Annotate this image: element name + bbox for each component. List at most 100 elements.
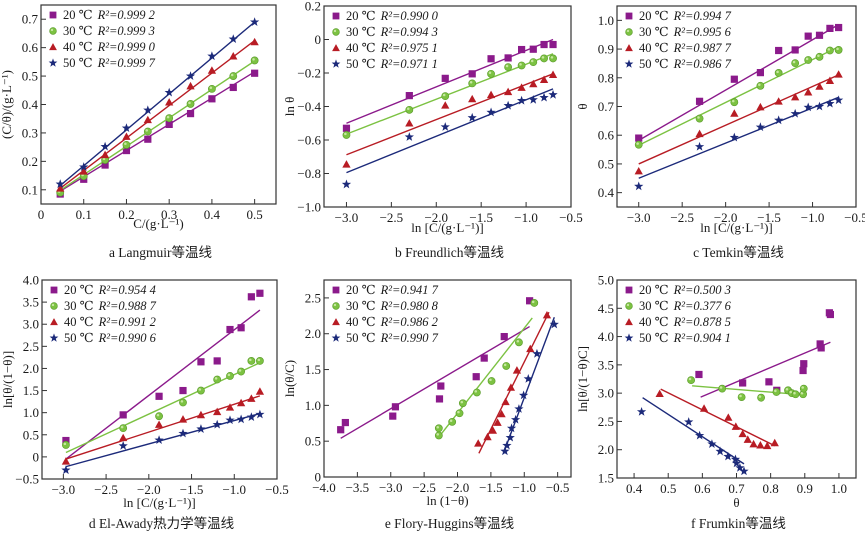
data-point (256, 289, 264, 297)
data-point (528, 94, 538, 104)
data-point (523, 374, 533, 383)
marker-highlight (344, 132, 347, 136)
data-point (687, 376, 695, 385)
legend-entry: 20 ℃ R²=0.941 7 (346, 283, 439, 297)
y-tick-label: −1.0 (297, 200, 321, 215)
data-point (226, 325, 234, 334)
marker-highlight (827, 48, 831, 51)
legend-entry: 50 ℃ R²=0.999 7 (63, 56, 156, 70)
y-tick-label: 1.0 (23, 405, 39, 420)
legend-r2: R²=0.988 7 (98, 299, 157, 313)
legend-series-name: 30 ℃ (346, 299, 376, 313)
y-tick-label: 0.4 (598, 185, 615, 200)
x-tick-label: −1.5 (180, 482, 204, 497)
legend-series-name: 50 ℃ (64, 331, 94, 345)
data-point (526, 344, 535, 353)
data-point (61, 465, 71, 475)
data-point (529, 45, 537, 53)
marker-highlight (530, 59, 534, 63)
fit-line (59, 71, 256, 192)
legend-r2: R²=0.991 2 (98, 315, 156, 329)
data-point (549, 319, 559, 329)
data-point (825, 76, 835, 84)
data-point (437, 382, 445, 390)
marker-highlight (541, 56, 545, 59)
series-20C (62, 289, 264, 460)
data-point (122, 140, 131, 149)
data-point (483, 432, 492, 441)
legend-r2: R²=0.995 6 (673, 25, 732, 39)
data-point (100, 141, 110, 151)
legend-marker (332, 302, 340, 310)
data-point (122, 132, 131, 140)
data-point (341, 418, 349, 427)
x-axis-label: ln [C/(g·L⁻¹)] (123, 495, 196, 510)
legend-entry: 50 ℃ R²=0.990 7 (346, 331, 439, 345)
x-tick-label: −1.0 (801, 210, 825, 225)
data-point (774, 115, 784, 125)
legend-marker (332, 28, 340, 36)
data-point (695, 97, 704, 105)
legend-r2: R²=0.990 7 (380, 331, 439, 345)
y-tick-label: 2.0 (305, 326, 321, 341)
x-axis-label: C/(g·L⁻¹) (133, 216, 183, 231)
data-point (756, 69, 764, 77)
data-point (826, 46, 834, 55)
legend-series-name: 50 ℃ (639, 57, 669, 71)
data-point (512, 366, 522, 374)
data-point (185, 71, 196, 80)
data-point (834, 70, 843, 78)
marker-highlight (697, 116, 700, 119)
data-point (118, 440, 128, 450)
legend-marker (625, 28, 633, 36)
legend-entry: 30 ℃ R²=0.999 3 (63, 24, 155, 38)
marker-highlight (488, 71, 492, 75)
marker-highlight (436, 433, 440, 436)
legend-entry: 20 ℃ R²=0.994 7 (639, 9, 732, 23)
x-tick-label: −2.0 (424, 210, 448, 225)
legend-r2: R²=0.986 2 (380, 315, 438, 329)
data-point (440, 122, 450, 131)
fit-line (638, 96, 839, 179)
data-point (256, 357, 264, 365)
data-point (826, 310, 834, 319)
legend-entry: 50 ℃ R²=0.990 6 (64, 331, 157, 345)
legend: 20 ℃ R²=0.994 7 30 ℃ R²=0.995 6 40 ℃ R²=0.987… (624, 9, 732, 71)
data-point (729, 132, 739, 142)
data-point (405, 119, 414, 127)
data-point (208, 84, 216, 93)
data-point (517, 61, 526, 70)
data-point (817, 344, 825, 352)
data-point (236, 414, 246, 424)
data-point (122, 146, 131, 155)
data-point (695, 114, 704, 123)
marker-highlight (102, 157, 106, 161)
legend-marker (625, 318, 633, 326)
legend-series-name: 40 ℃ (346, 315, 376, 329)
x-tick-label: 1.0 (831, 481, 847, 496)
y-axis-label: ln[θ/(1−θ)C] (575, 346, 590, 412)
series-50C (500, 317, 559, 456)
legend-marker (332, 286, 340, 294)
y-tick-label: 0.2 (305, 0, 321, 14)
marker-highlight (166, 115, 170, 119)
data-point (501, 397, 510, 406)
y-axis-label: (C/θ)/(g·L⁻¹) (0, 70, 14, 139)
marker-highlight (550, 56, 554, 59)
panel-caption: e Flory-Huggins等温线 (385, 515, 514, 531)
data-point (731, 458, 742, 468)
y-tick-label: 1.0 (305, 398, 321, 413)
data-point (506, 423, 517, 433)
data-point (707, 439, 717, 448)
data-point (502, 362, 511, 370)
data-point (154, 420, 164, 428)
legend-marker (332, 12, 340, 20)
x-tick-label: −2.0 (714, 210, 738, 225)
data-point (826, 24, 834, 32)
series-40C (634, 70, 843, 175)
y-tick-label: −0.4 (297, 99, 321, 114)
data-point (634, 166, 643, 175)
legend-series-name: 50 ℃ (346, 331, 376, 345)
data-point (834, 46, 843, 54)
data-point (487, 69, 495, 78)
